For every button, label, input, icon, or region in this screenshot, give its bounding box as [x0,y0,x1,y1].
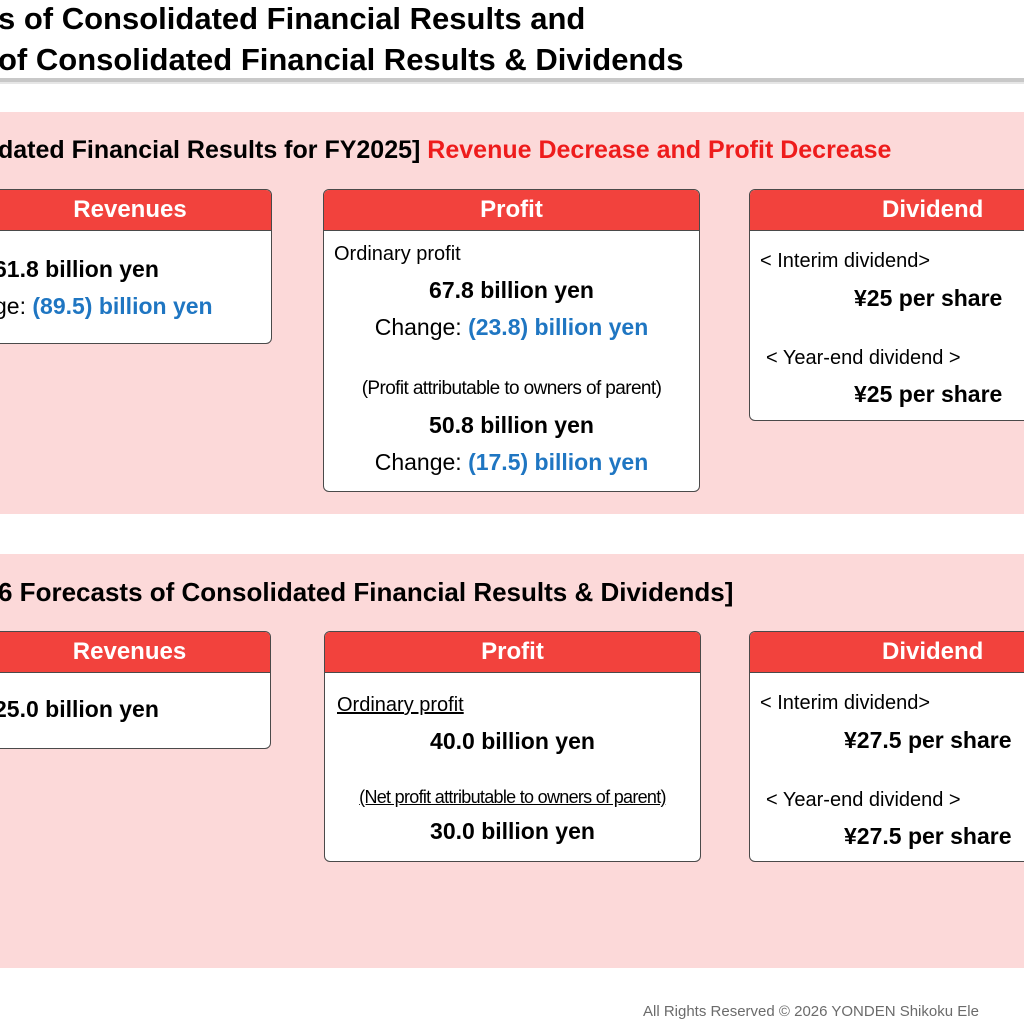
forecast-yearend-dividend-label: < Year-end dividend > [766,789,961,811]
fy2025-results-section: dated Financial Results for FY2025] Reve… [0,112,1024,514]
fy2025-heading-text: dated Financial Results for FY2025] [0,136,421,164]
revenues-card-header: Revenues [0,190,271,231]
forecast-revenues-value: 25.0 billion yen [0,696,159,722]
forecast-parent-profit-label: (Net profit attributable to owners of pa… [359,787,666,807]
parent-change-value: (17.5) billion yen [468,449,649,475]
fy2025-revenues-card: Revenues 61.8 billion yen ge: (89.5) bil… [0,189,272,344]
parent-profit-change: Change: (17.5) billion yen [324,449,699,476]
interim-dividend-label: < Interim dividend> [760,250,931,272]
ordinary-profit-change: Change: (23.8) billion yen [324,314,699,341]
forecast-ordinary-profit-label: Ordinary profit [337,694,464,716]
ordinary-change-label: Change: [374,314,462,340]
forecast-profit-header-label: Profit [481,638,544,665]
revenues-header-label: Revenues [73,196,187,223]
profit-card-header: Profit [324,190,699,231]
title-divider [0,78,1024,84]
forecast-interim-dividend-label: < Interim dividend> [760,692,931,714]
fy2025-heading-highlight: Revenue Decrease and Profit Decrease [427,136,892,164]
interim-dividend-value: ¥25 per share [854,285,1003,311]
forecast-parent-profit-value: 30.0 billion yen [430,818,595,844]
forecast-interim-dividend-value: ¥27.5 per share [844,727,1012,753]
forecast-profit-card: Profit Ordinary profit 40.0 billion yen … [324,631,701,862]
forecast-revenues-header-label: Revenues [72,638,187,665]
yearend-dividend-label: < Year-end dividend > [766,347,961,369]
ordinary-profit-value: 67.8 billion yen [429,277,594,303]
parent-profit-label: (Profit attributable to owners of parent… [361,378,662,399]
dividend-card-header: Dividend [750,190,1024,231]
page-title-line-1: s of Consolidated Financial Results and [0,1,586,36]
yearend-dividend-value: ¥25 per share [854,381,1003,407]
page-title-line-2: of Consolidated Financial Results & Divi… [0,42,684,77]
revenues-value: 61.8 billion yen [0,256,159,282]
forecast-yearend-dividend-value: ¥27.5 per share [844,823,1012,849]
dividend-header-label: Dividend [882,196,984,223]
fy2025-profit-card: Profit Ordinary profit 67.8 billion yen … [323,189,700,492]
revenues-change: ge: (89.5) billion yen [0,293,213,320]
revenues-change-value: (89.5) billion yen [32,293,213,319]
fy2025-dividend-card: Dividend < Interim dividend> ¥25 per sha… [749,189,1024,421]
forecast-ordinary-profit-value: 40.0 billion yen [430,728,595,754]
forecast-revenues-card: Revenues 25.0 billion yen [0,631,271,749]
forecast-section-heading: 6 Forecasts of Consolidated Financial Re… [0,577,733,608]
fy2025-section-heading: dated Financial Results for FY2025] Reve… [0,136,891,165]
parent-change-label: Change: [374,449,462,475]
forecast-section: 6 Forecasts of Consolidated Financial Re… [0,554,1024,968]
copyright-footer: All Rights Reserved © 2026 YONDEN Shikok… [643,1003,979,1020]
revenues-change-label: ge: [0,293,26,319]
forecast-revenues-header: Revenues [0,632,270,673]
forecast-profit-header: Profit [325,632,700,673]
ordinary-change-value: (23.8) billion yen [468,314,649,340]
forecast-dividend-header: Dividend [750,632,1024,673]
ordinary-profit-label: Ordinary profit [334,243,461,265]
forecast-dividend-header-label: Dividend [882,638,984,665]
profit-header-label: Profit [480,196,543,223]
forecast-heading-text: 6 Forecasts of Consolidated Financial Re… [0,577,734,607]
forecast-dividend-card: Dividend < Interim dividend> ¥27.5 per s… [749,631,1024,862]
parent-profit-value: 50.8 billion yen [429,412,594,438]
